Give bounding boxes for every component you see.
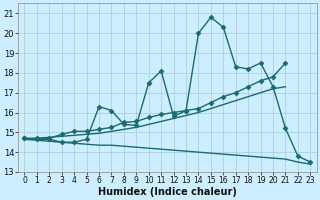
X-axis label: Humidex (Indice chaleur): Humidex (Indice chaleur) (98, 187, 237, 197)
